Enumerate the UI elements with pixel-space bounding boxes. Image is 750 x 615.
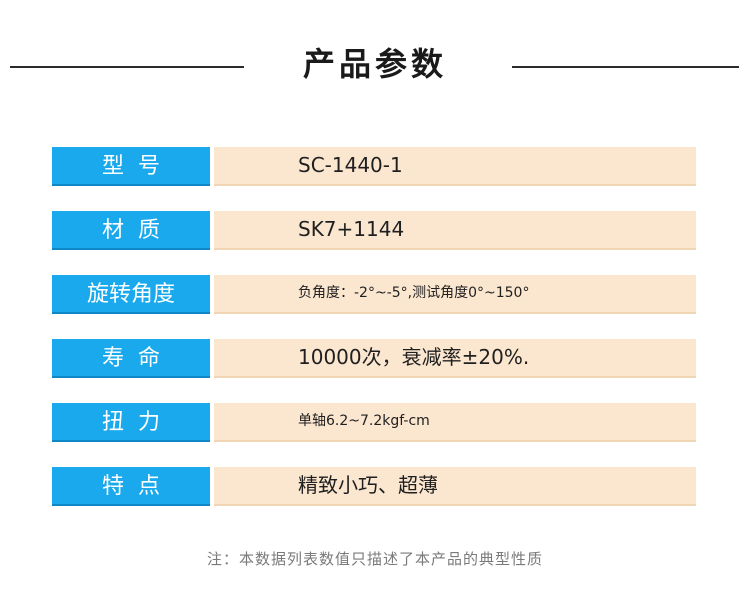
spec-value-torque: 单轴6.2~7.2kgf-cm [298, 413, 430, 429]
spec-value-rotation-angle: 负角度：-2°~-5°,测试角度0°~150° [298, 285, 530, 301]
spec-value-cell-model: SC-1440-1 [214, 147, 696, 186]
spec-row-material: 材 质 SK7+1144 [52, 211, 696, 250]
spec-label-model: 型 号 [52, 147, 210, 186]
spec-label-features: 特 点 [52, 467, 210, 506]
section-header: 产品参数 [0, 0, 750, 130]
spec-row-rotation-angle: 旋转角度 负角度：-2°~-5°,测试角度0°~150° [52, 275, 696, 314]
spec-label-torque: 扭 力 [52, 403, 210, 442]
spec-value-cell-rotation-angle: 负角度：-2°~-5°,测试角度0°~150° [214, 275, 696, 314]
spec-label-rotation-angle: 旋转角度 [52, 275, 210, 314]
spec-row-torque: 扭 力 单轴6.2~7.2kgf-cm [52, 403, 696, 442]
spec-value-material: SK7+1144 [298, 217, 405, 241]
page-title: 产品参数 [302, 45, 447, 83]
header-divider-right [512, 66, 739, 68]
spec-label-material: 材 质 [52, 211, 210, 250]
spec-row-features: 特 点 精致小巧、超薄 [52, 467, 696, 506]
spec-value-cell-material: SK7+1144 [214, 211, 696, 250]
spec-label-lifespan: 寿 命 [52, 339, 210, 378]
header-divider-left [10, 66, 244, 68]
spec-value-cell-features: 精致小巧、超薄 [214, 467, 696, 506]
spec-value-features: 精致小巧、超薄 [298, 473, 438, 497]
spec-value-cell-lifespan: 10000次，衰减率±20%. [214, 339, 696, 378]
spec-value-cell-torque: 单轴6.2~7.2kgf-cm [214, 403, 696, 442]
spec-row-lifespan: 寿 命 10000次，衰减率±20%. [52, 339, 696, 378]
footnote: 注：本数据列表数值只描述了本产品的典型性质 [206, 550, 543, 568]
spec-value-model: SC-1440-1 [298, 153, 403, 177]
spec-value-lifespan: 10000次，衰减率±20%. [298, 345, 530, 369]
spec-row-model: 型 号 SC-1440-1 [52, 147, 696, 186]
